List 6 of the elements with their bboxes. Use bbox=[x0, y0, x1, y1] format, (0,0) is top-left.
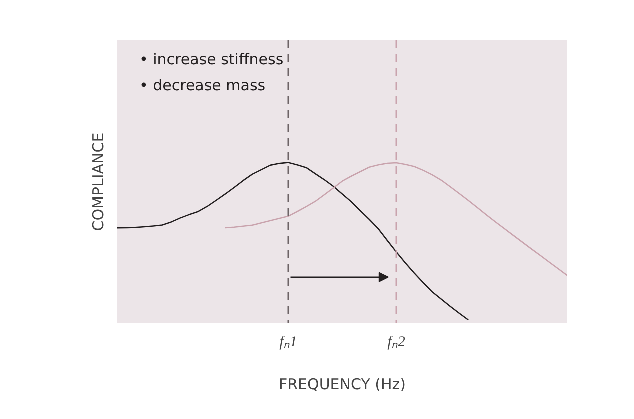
x-axis-title: FREQUENCY (Hz) bbox=[278, 376, 406, 394]
text: • increase stiffness bbox=[140, 50, 284, 68]
x-tick-label: fₙ1 bbox=[280, 334, 298, 350]
y-axis-title: COMPLIANCE bbox=[90, 132, 108, 232]
x-tick-label: fₙ2 bbox=[388, 334, 406, 350]
text: • decrease mass bbox=[140, 76, 266, 94]
